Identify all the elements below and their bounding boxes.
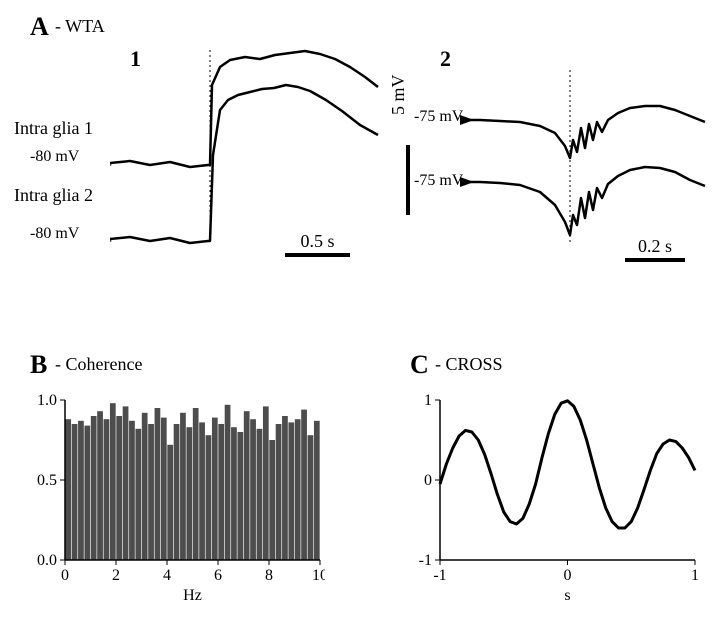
vm-label-1a: -80 mV <box>30 148 79 166</box>
svg-text:4: 4 <box>163 567 171 584</box>
panel-b-letter: B <box>30 350 47 380</box>
panel-b-chart: 0 2 4 6 8 10 0.0 0.5 1.0 Hz <box>25 390 325 610</box>
svg-text:0.5: 0.5 <box>37 472 57 489</box>
vm-label-1b: -80 mV <box>30 225 79 243</box>
svg-text:2: 2 <box>112 567 120 584</box>
svg-text:1.0: 1.0 <box>37 392 57 409</box>
panel-a2-traces: 0.2 s <box>460 70 710 270</box>
vm-label-2a: -75 mV <box>414 108 463 126</box>
figure-root: A - WTA 1 Intra glia 1 -80 mV Intra glia… <box>0 0 720 628</box>
svg-text:0.5 s: 0.5 s <box>300 231 334 251</box>
svg-text:0.0: 0.0 <box>37 552 57 569</box>
svg-text:0: 0 <box>61 567 69 584</box>
panel-a1-traces: 0.5 s <box>110 45 380 275</box>
mv-scalebar-label: 5 mV <box>388 75 409 116</box>
panel-c-chart: -1 0 1 -1 0 1 s <box>400 390 700 610</box>
panel-a-mv-scalebar <box>394 140 424 250</box>
panel-c-letter: C <box>410 350 429 380</box>
svg-text:0: 0 <box>424 472 432 489</box>
trace-label-glia1: Intra glia 1 <box>14 118 93 139</box>
svg-text:-1: -1 <box>419 552 432 569</box>
svg-text:1: 1 <box>691 567 699 584</box>
panel-b-subtitle: - Coherence <box>55 354 142 375</box>
panel-a-subtitle: - WTA <box>55 16 105 37</box>
panel-a2-number: 2 <box>440 46 451 72</box>
svg-text:6: 6 <box>214 567 222 584</box>
svg-text:0: 0 <box>564 567 572 584</box>
panel-c-subtitle: - CROSS <box>435 354 503 375</box>
svg-text:1: 1 <box>424 392 432 409</box>
panel-a-letter: A <box>30 12 49 42</box>
svg-text:0.2 s: 0.2 s <box>638 236 672 256</box>
svg-text:-1: -1 <box>433 567 446 584</box>
svg-text:8: 8 <box>265 567 273 584</box>
svg-text:Hz: Hz <box>183 587 202 604</box>
svg-text:10: 10 <box>312 567 325 584</box>
trace-label-glia2: Intra glia 2 <box>14 185 93 206</box>
svg-text:s: s <box>564 587 570 604</box>
